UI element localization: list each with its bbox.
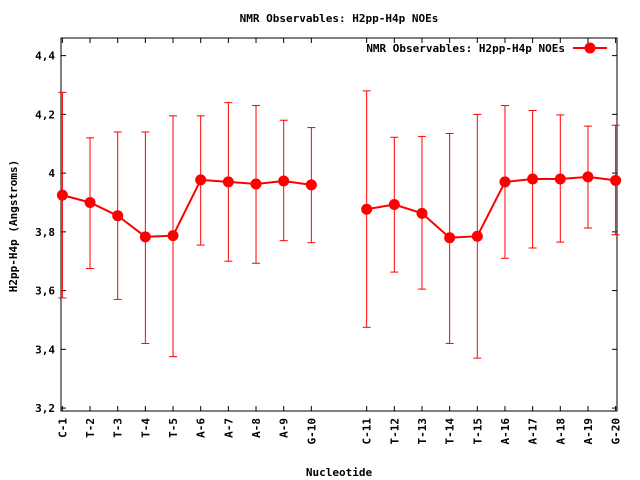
x-tick-label: A-9 [278,418,291,438]
data-point [554,173,566,185]
series-line [62,178,312,238]
data-point [167,230,179,242]
data-point [278,175,290,187]
x-tick-label: C-1 [56,418,69,438]
data-point [361,203,373,215]
y-tick-label: 4 [48,167,55,180]
data-point [388,199,400,211]
data-point [305,179,317,191]
y-tick-label: 3,8 [35,226,55,239]
x-tick-label: A-18 [554,418,567,445]
x-tick-label: G-20 [610,418,623,445]
data-point [416,207,428,219]
x-tick-label: T-13 [416,418,429,445]
legend-label: NMR Observables: H2pp-H4p NOEs [366,42,565,55]
y-tick-label: 4,4 [35,50,55,63]
x-tick-label: A-16 [499,418,512,445]
error-bars [58,90,620,359]
chart-title: NMR Observables: H2pp-H4p NOEs [240,12,439,25]
legend-marker [584,42,596,54]
data-points [56,171,622,244]
y-tick-label: 3,4 [35,343,55,356]
x-tick-label: T-12 [388,418,401,445]
x-tick-label: T-5 [167,418,180,438]
x-tick-label: T-3 [112,418,125,438]
legend: NMR Observables: H2pp-H4p NOEs [366,42,607,55]
x-tick-label: T-4 [139,418,152,438]
data-point [582,171,594,183]
axes: 3,2 3,4 3,6 3,8 4 4,2 4,4 C-1 T-2 T-3 T-4 T-5 A-6 A-7… [35,38,623,445]
x-tick-label: C-11 [361,418,374,445]
x-axis-label: Nucleotide [306,466,373,479]
data-point [471,230,483,242]
data-point [112,210,124,222]
x-tick-label: A-7 [222,418,235,438]
x-tick-label: A-6 [195,418,208,438]
data-point [84,196,96,208]
data-point [444,232,456,244]
data-point [56,189,68,201]
x-tick-label: T-14 [444,418,457,445]
data-point [610,174,622,186]
data-point [195,174,207,186]
y-tick-label: 3,6 [35,285,55,298]
data-point [222,176,234,188]
x-tick-label: A-17 [527,418,540,445]
plot-frame [60,37,618,412]
y-axis-label: H2pp-H4p (Angstroms) [7,160,20,292]
data-point [139,231,151,243]
data-point [250,178,262,190]
x-tick-label: A-19 [582,418,595,445]
data-point [499,176,511,188]
x-tick-label: T-2 [84,418,97,438]
x-tick-label: T-15 [471,418,484,445]
data-point [527,173,539,185]
y-tick-label: 3,2 [35,402,55,415]
x-tick-label: G-10 [305,418,318,445]
series-line [366,175,616,239]
x-tick-label: A-8 [250,418,263,438]
series-lines [62,175,616,239]
y-tick-label: 4,2 [35,108,55,121]
